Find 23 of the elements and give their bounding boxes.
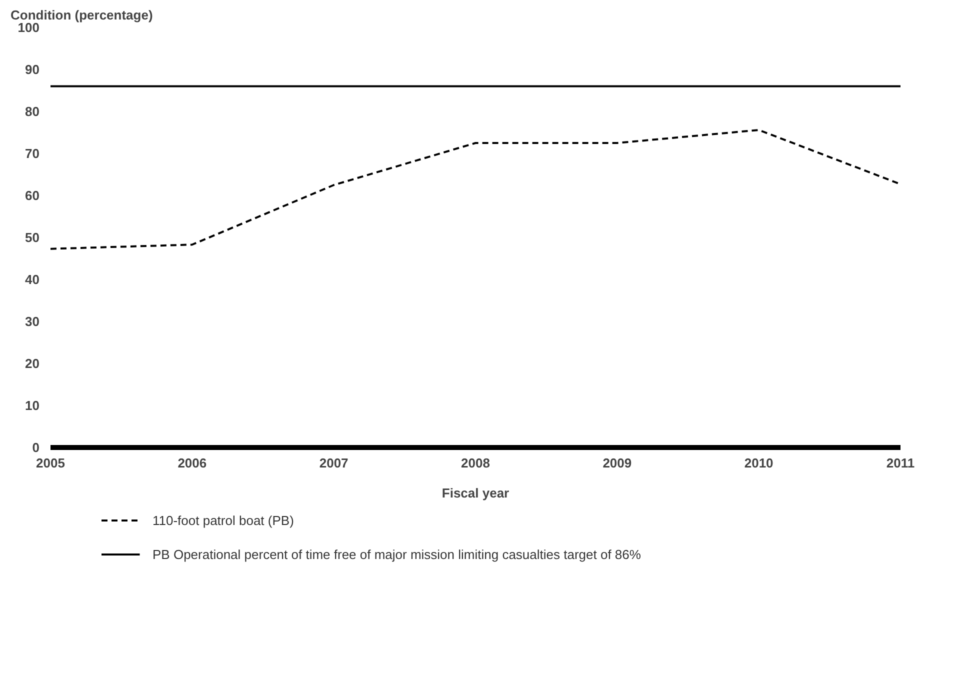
y-tick-label: 90 bbox=[25, 62, 40, 77]
y-axis-title: Condition (percentage) bbox=[10, 8, 153, 22]
x-tick-label: 2009 bbox=[602, 456, 632, 470]
y-tick-label: 20 bbox=[25, 356, 40, 371]
y-tick-label: 40 bbox=[25, 272, 40, 287]
line-series bbox=[50, 128, 900, 250]
x-axis-title: Fiscal year bbox=[442, 486, 510, 500]
y-tick-label: 70 bbox=[25, 146, 40, 161]
y-tick-label: 30 bbox=[25, 314, 40, 329]
legend-label: PB Operational percent of time free of major mission limiting casualties target of 86% bbox=[152, 547, 642, 562]
legend-label: 110-foot patrol boat (PB) bbox=[152, 513, 294, 528]
x-tick-label: 2010 bbox=[744, 456, 774, 470]
y-tick-label: 100 bbox=[18, 20, 40, 35]
x-tick-label: 2005 bbox=[36, 456, 65, 470]
y-tick-label: 0 bbox=[32, 440, 40, 455]
x-tick-label: 2006 bbox=[178, 456, 207, 470]
x-tick-label: 2008 bbox=[461, 456, 490, 470]
y-tick-label: 50 bbox=[25, 230, 40, 245]
y-tick-label: 80 bbox=[25, 104, 40, 119]
x-tick-label: 2011 bbox=[886, 456, 915, 470]
y-tick-label: 10 bbox=[25, 398, 40, 413]
y-tick-label: 60 bbox=[25, 188, 40, 203]
x-tick-label: 2007 bbox=[319, 456, 348, 470]
